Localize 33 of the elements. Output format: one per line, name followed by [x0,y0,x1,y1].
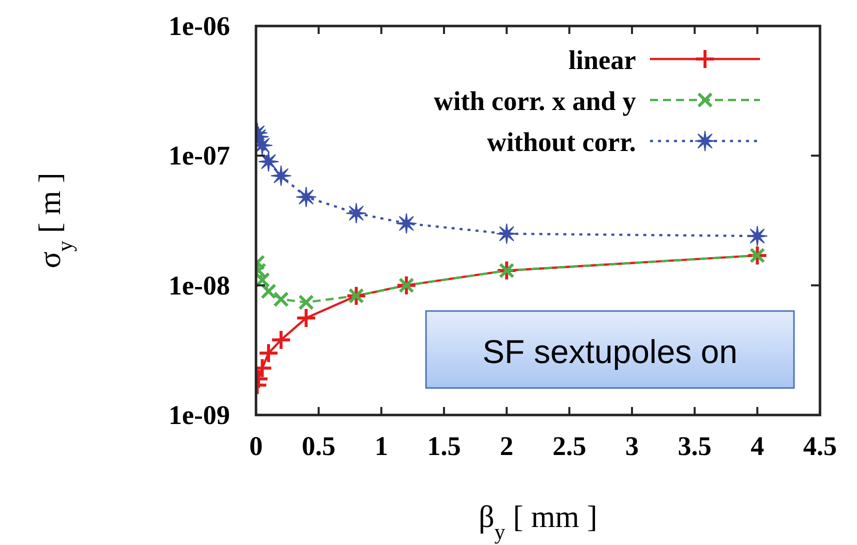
point [270,165,292,186]
x-axis-title: β$_{y}$ [ mm ] [478,499,598,544]
x-tick-label: 1 [374,431,388,461]
x-tick-label: 2.5 [552,431,586,461]
x-tick-label: 3 [625,431,639,461]
x-tick-label: 2 [500,431,514,461]
point [746,226,768,247]
x-tick-label: 4 [750,431,764,461]
x-tick-label: 0 [249,431,263,461]
point [258,151,280,172]
y-tick-label: 1e-08 [168,270,230,300]
point [396,212,417,234]
point [296,307,317,328]
legend-label: without corr. [487,127,636,157]
annotation: SF sextupoles on [482,333,738,370]
x-tick-label: 4.5 [803,431,837,461]
point [273,291,289,308]
legend-label: linear [568,45,636,75]
y-tick-label: 1e-07 [168,140,230,171]
x-tick-label: 1.5 [427,431,461,461]
x-tick-label: 0.5 [302,431,336,461]
x-tick-label: 3.5 [678,431,712,461]
point [296,186,317,208]
point [496,223,518,244]
point [260,283,276,300]
point [258,342,280,364]
point [298,294,314,310]
y-tick-label: 1e-09 [168,400,230,430]
point [256,272,270,288]
legend-label: with corr. x and y [434,86,636,116]
y-tick-label: 1e-06 [168,11,230,41]
point [346,202,367,224]
point [270,329,292,350]
